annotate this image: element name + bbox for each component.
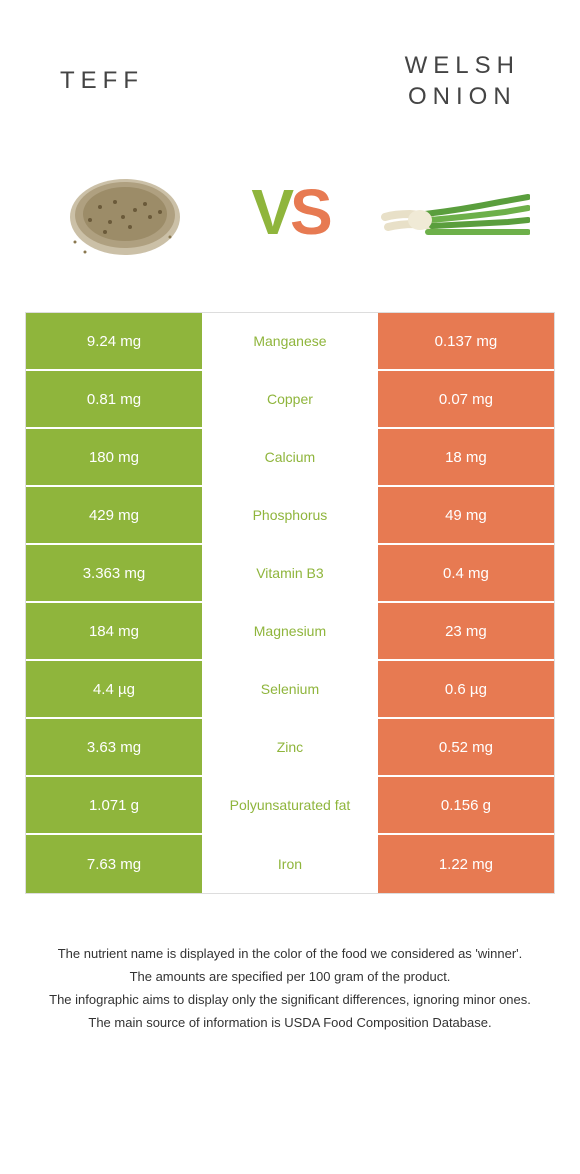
value-right: 0.137 mg [378, 313, 554, 369]
nutrient-name: Phosphorus [202, 487, 378, 543]
nutrient-name: Magnesium [202, 603, 378, 659]
right-food-title: WELSH ONION [405, 50, 520, 112]
right-title-line1: WELSH [405, 50, 520, 81]
value-left: 3.63 mg [26, 719, 202, 775]
table-row: 184 mgMagnesium23 mg [26, 603, 554, 661]
value-right: 1.22 mg [378, 835, 554, 893]
left-food-title: TEFF [60, 67, 144, 95]
header: TEFF WELSH ONION [20, 20, 560, 132]
teff-icon [55, 162, 195, 262]
table-row: 9.24 mgManganese0.137 mg [26, 313, 554, 371]
nutrient-name: Iron [202, 835, 378, 893]
footer-line4: The main source of information is USDA F… [40, 1013, 540, 1034]
value-right: 0.52 mg [378, 719, 554, 775]
right-title-line2: ONION [405, 81, 520, 112]
value-right: 49 mg [378, 487, 554, 543]
table-row: 3.363 mgVitamin B30.4 mg [26, 545, 554, 603]
table-row: 0.81 mgCopper0.07 mg [26, 371, 554, 429]
value-left: 3.363 mg [26, 545, 202, 601]
nutrient-name: Calcium [202, 429, 378, 485]
vs-text: VS [251, 175, 328, 249]
footer-text: The nutrient name is displayed in the co… [20, 894, 560, 1055]
nutrient-name: Selenium [202, 661, 378, 717]
nutrient-name: Polyunsaturated fat [202, 777, 378, 833]
footer-line1: The nutrient name is displayed in the co… [40, 944, 540, 965]
table-row: 7.63 mgIron1.22 mg [26, 835, 554, 893]
footer-line3: The infographic aims to display only the… [40, 990, 540, 1011]
nutrient-name: Manganese [202, 313, 378, 369]
nutrient-name: Vitamin B3 [202, 545, 378, 601]
table-row: 1.071 gPolyunsaturated fat0.156 g [26, 777, 554, 835]
vs-s-letter: S [290, 175, 329, 249]
value-right: 0.156 g [378, 777, 554, 833]
comparison-table: 9.24 mgManganese0.137 mg0.81 mgCopper0.0… [25, 312, 555, 894]
teff-image [50, 152, 200, 272]
table-row: 180 mgCalcium18 mg [26, 429, 554, 487]
value-right: 0.6 µg [378, 661, 554, 717]
value-left: 9.24 mg [26, 313, 202, 369]
value-left: 180 mg [26, 429, 202, 485]
footer-line2: The amounts are specified per 100 gram o… [40, 967, 540, 988]
value-left: 4.4 µg [26, 661, 202, 717]
value-left: 0.81 mg [26, 371, 202, 427]
value-left: 7.63 mg [26, 835, 202, 893]
value-left: 429 mg [26, 487, 202, 543]
value-right: 18 mg [378, 429, 554, 485]
nutrient-name: Copper [202, 371, 378, 427]
vs-v-letter: V [251, 175, 290, 249]
value-left: 184 mg [26, 603, 202, 659]
value-right: 0.07 mg [378, 371, 554, 427]
onion-icon [380, 172, 530, 252]
onion-image [380, 152, 530, 272]
value-left: 1.071 g [26, 777, 202, 833]
table-row: 3.63 mgZinc0.52 mg [26, 719, 554, 777]
table-row: 429 mgPhosphorus49 mg [26, 487, 554, 545]
nutrient-name: Zinc [202, 719, 378, 775]
value-right: 23 mg [378, 603, 554, 659]
images-row: VS [20, 132, 560, 312]
value-right: 0.4 mg [378, 545, 554, 601]
table-row: 4.4 µgSelenium0.6 µg [26, 661, 554, 719]
